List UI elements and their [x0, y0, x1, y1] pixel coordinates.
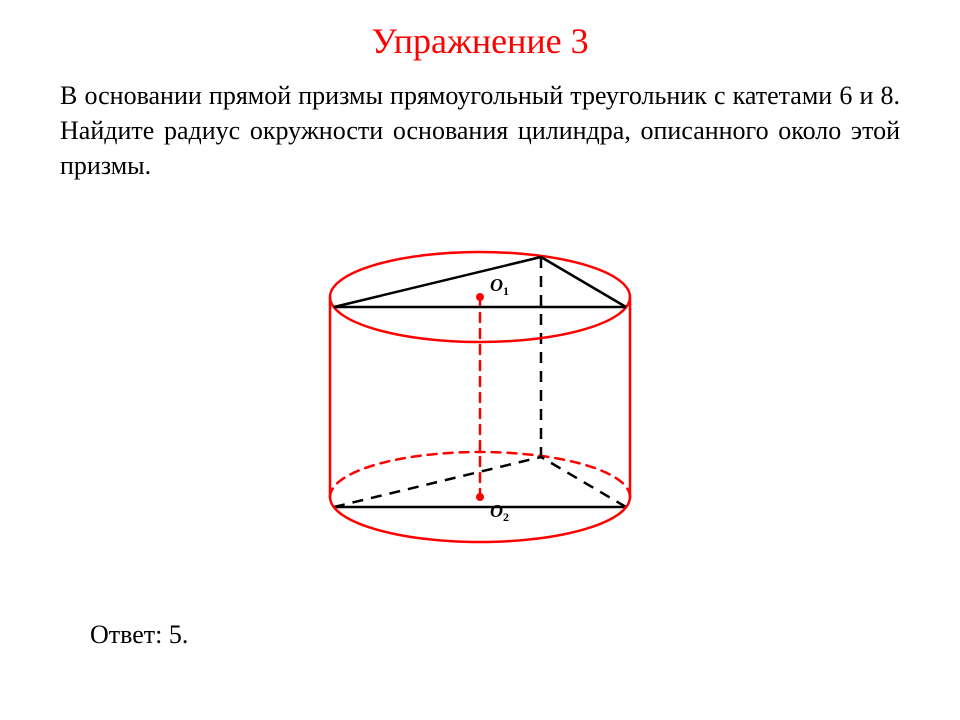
svg-text:O2: O2	[490, 501, 509, 524]
svg-text:O1: O1	[490, 275, 509, 298]
problem-statement: В основании прямой призмы прямоугольный …	[60, 78, 900, 183]
exercise-title: Упражнение 3	[0, 20, 960, 62]
figure-container: O1 O2	[0, 225, 960, 570]
cylinder-prism-diagram: O1 O2	[270, 225, 690, 565]
answer-text: Ответ: 5.	[90, 620, 188, 650]
slide: Упражнение 3 В основании прямой призмы п…	[0, 0, 960, 720]
